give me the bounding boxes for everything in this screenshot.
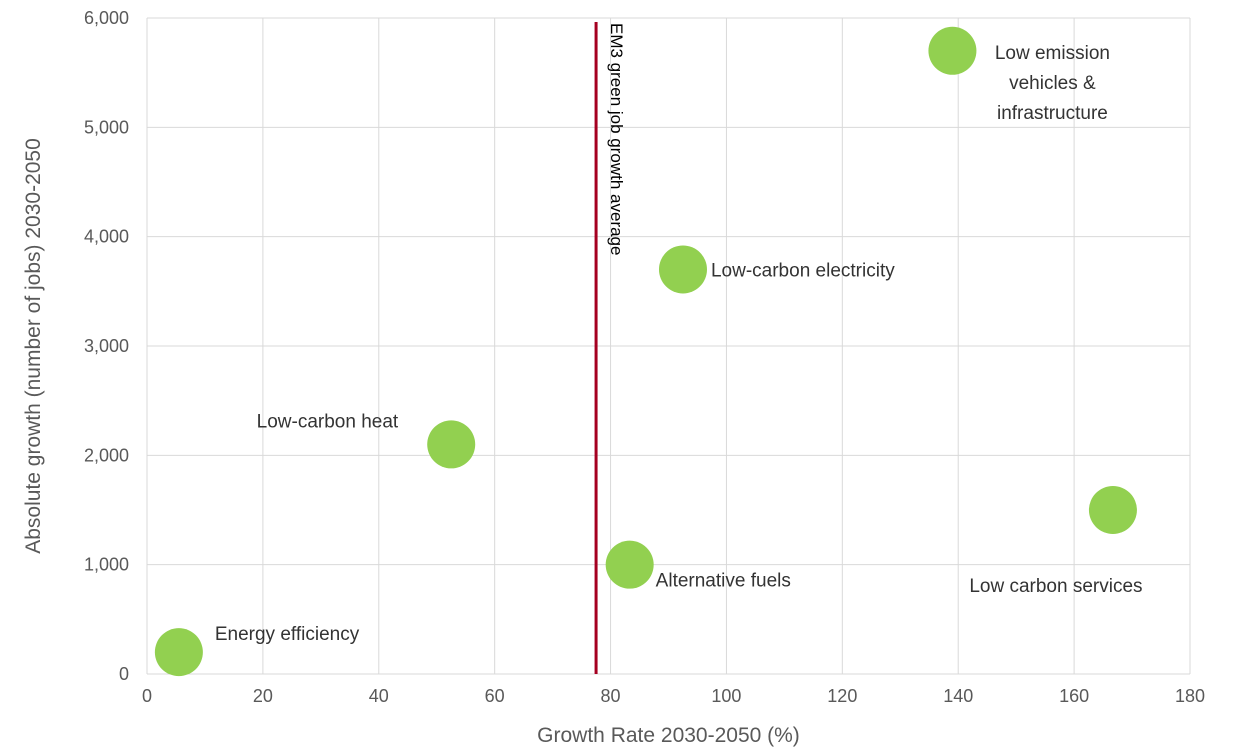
x-tick-label: 20 [253,686,273,706]
y-tick-label: 0 [119,664,129,684]
tick-labels: 0 20 40 60 80 100 120 140 160 180 0 1,000 2,000 3,000… [84,8,1205,706]
x-tick-label: 60 [485,686,505,706]
x-tick-label: 80 [601,686,621,706]
x-tick-label: 40 [369,686,389,706]
data-point [928,26,977,75]
data-point [1088,486,1137,534]
data-point-label: Low-carbon heat [257,411,399,432]
data-point [605,540,654,589]
y-tick-label: 6,000 [84,8,129,28]
y-tick-label: 1,000 [84,555,129,575]
data-point-label: Low carbon services [969,576,1142,597]
x-tick-label: 100 [711,686,741,706]
data-point-label: Low emission vehicles & infrastructure [995,43,1110,124]
y-tick-label: 2,000 [84,445,129,465]
x-tick-label: 120 [827,686,857,706]
data-point [658,245,707,294]
x-tick-label: 140 [943,686,973,706]
data-point-label: Energy efficiency [215,624,360,645]
y-tick-label: 3,000 [84,336,129,356]
y-tick-label: 5,000 [84,117,129,137]
x-tick-label: 160 [1059,686,1089,706]
x-tick-label: 180 [1175,686,1205,706]
y-tick-label: 4,000 [84,227,129,247]
grid [146,17,1191,675]
x-tick-label: 0 [142,686,152,706]
reference-line-label: EM3 green job growth average [607,23,626,255]
x-axis-title: Growth Rate 2030-2050 (%) [537,724,800,747]
data-point [427,420,476,469]
reference-line-group: EM3 green job growth average [594,22,626,674]
data-point-label: Alternative fuels [656,571,791,592]
data-point [154,628,203,677]
y-axis-title: Absolute growth (number of jobs) 2030-20… [22,138,45,554]
data-point-label: Low-carbon electricity [711,260,895,281]
data-points: Energy efficiency Low-carbon heat Alternat… [154,26,1143,677]
